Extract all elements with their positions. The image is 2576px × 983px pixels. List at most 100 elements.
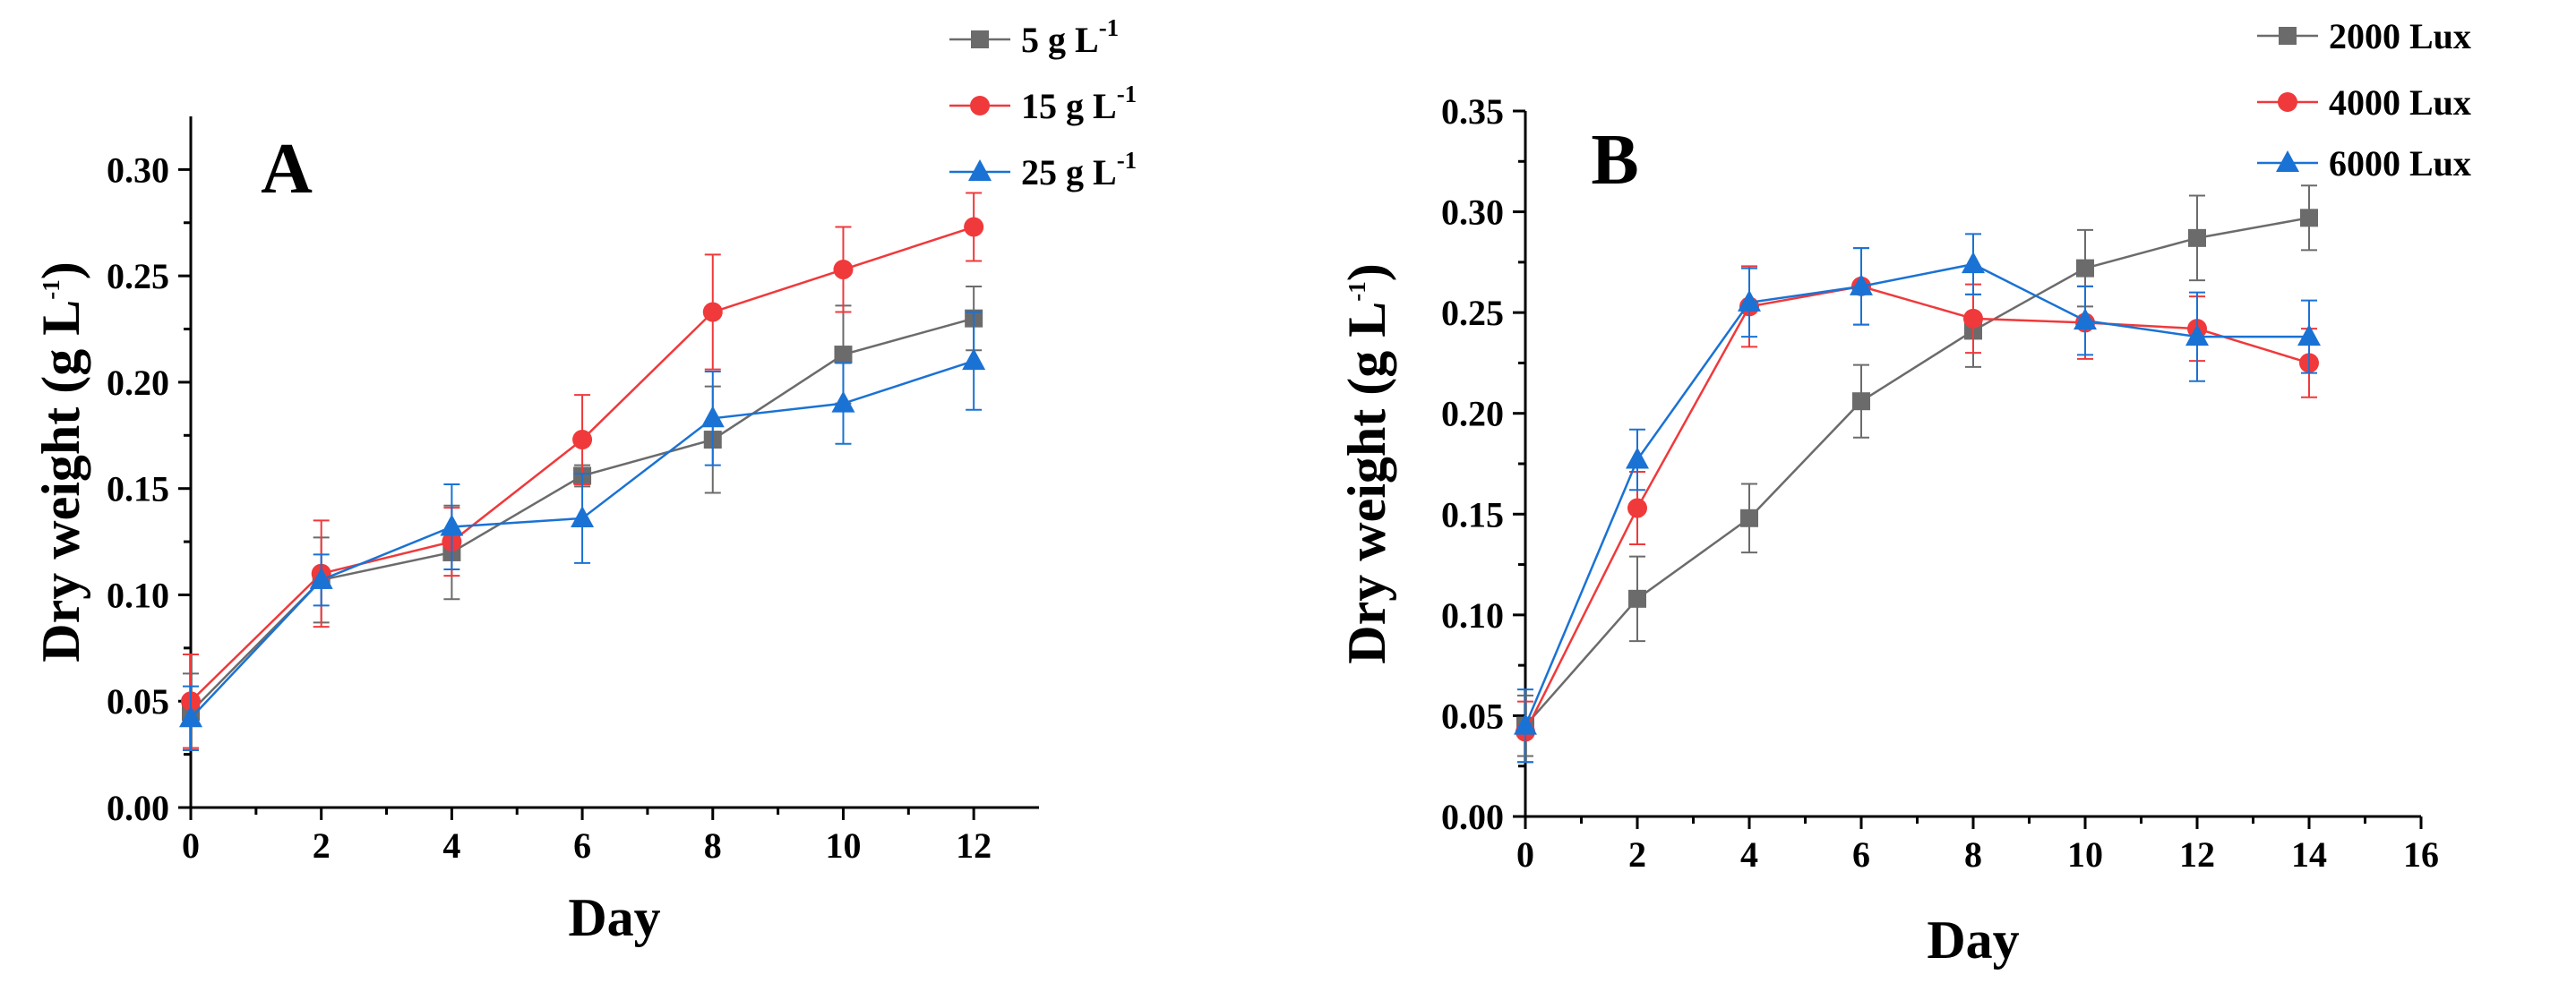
y-tick-label: 0.00 xyxy=(1441,797,1504,837)
y-tick-label: 0.30 xyxy=(1441,192,1504,233)
legend-item-2: 25 g L-1 xyxy=(949,147,1137,192)
legend-item-1: 4000 Lux xyxy=(2257,82,2471,123)
legend-label-name: 2000 Lux xyxy=(2329,16,2471,56)
y-tick-label: 0.15 xyxy=(107,469,169,509)
x-tick-label: 12 xyxy=(956,825,992,866)
y-tick-label: 0.05 xyxy=(107,681,169,722)
legend-label: 25 g L-1 xyxy=(1021,147,1137,192)
series-line xyxy=(1524,217,2310,727)
legend-marker xyxy=(2276,150,2299,172)
x-tick-label: 16 xyxy=(2403,834,2439,875)
data-point xyxy=(1850,273,1873,295)
data-point xyxy=(2074,308,2097,330)
legend-label-name: 5 g L xyxy=(1021,20,1099,60)
legend-item-0: 5 g L-1 xyxy=(949,14,1119,60)
y-tick-label: 0.35 xyxy=(1441,91,1504,132)
series-2 xyxy=(179,311,986,751)
data-point xyxy=(962,348,986,371)
y-tick-label: 0.20 xyxy=(1441,394,1504,434)
data-point xyxy=(1963,308,1983,329)
x-tick-label: 10 xyxy=(825,825,861,866)
y-axis-title-base: Dry weight (g L xyxy=(31,300,90,662)
x-tick-label: 2 xyxy=(313,825,331,866)
legend-marker xyxy=(971,30,989,48)
legend-label: 15 g L-1 xyxy=(1021,81,1137,126)
data-point xyxy=(833,260,854,280)
series-line xyxy=(1524,262,2309,727)
y-tick-label: 0.25 xyxy=(107,256,169,296)
data-point xyxy=(1628,589,1646,608)
y-tick-label: 0.00 xyxy=(107,788,169,828)
y-axis-title-close: ) xyxy=(1337,263,1396,281)
legend-label-sup: -1 xyxy=(1117,81,1138,107)
data-point xyxy=(1626,447,1649,469)
legend-label-sup: -1 xyxy=(1117,147,1138,174)
legend-marker xyxy=(968,159,992,181)
data-point xyxy=(1962,252,1985,274)
x-tick-label: 8 xyxy=(1964,834,1982,875)
y-axis-title-sup: -1 xyxy=(1344,281,1370,302)
legend-marker xyxy=(2278,92,2297,112)
data-point xyxy=(571,505,595,527)
data-point xyxy=(1738,289,1761,312)
data-point xyxy=(700,406,725,428)
x-tick-label: 10 xyxy=(2067,834,2103,875)
legend-label-name: 4000 Lux xyxy=(2329,82,2471,123)
y-tick-label: 0.10 xyxy=(1441,595,1504,636)
panel-label: B xyxy=(1591,121,1638,200)
y-tick-label: 0.10 xyxy=(107,575,169,615)
x-tick-label: 14 xyxy=(2291,834,2327,875)
data-point xyxy=(1852,392,1870,411)
data-point xyxy=(2188,228,2206,247)
legend-item-1: 15 g L-1 xyxy=(949,81,1137,126)
x-tick-label: 12 xyxy=(2179,834,2215,875)
panel-label: A xyxy=(261,130,313,209)
x-tick-label: 6 xyxy=(1852,834,1870,875)
legend-label: 6000 Lux xyxy=(2329,143,2471,184)
y-tick-label: 0.30 xyxy=(107,150,169,190)
data-point xyxy=(440,514,464,536)
panel-b: 0.00 0.05 0.10 0.15 0.20 0.25 0.30 0.35 0 2 4 6 8 10 1… xyxy=(1337,16,2471,970)
data-point xyxy=(2076,259,2094,278)
series-2 xyxy=(1514,233,2321,764)
data-point xyxy=(834,346,853,364)
panel-a: 0.00 0.05 0.10 0.15 0.20 0.25 0.30 0 2 4 6 8 10 12 Day… xyxy=(31,14,1137,947)
legend-marker xyxy=(970,96,990,115)
legend-label-name: 25 g L xyxy=(1021,152,1117,192)
x-tick-label: 4 xyxy=(1740,834,1758,875)
data-point xyxy=(1627,498,1647,518)
data-point xyxy=(572,430,593,450)
series-1 xyxy=(181,192,984,749)
data-point xyxy=(179,705,202,728)
data-point xyxy=(2297,324,2321,346)
y-tick-label: 0.05 xyxy=(1441,696,1504,736)
x-tick-label: 4 xyxy=(442,825,460,866)
data-point xyxy=(309,567,333,589)
x-axis-title: Day xyxy=(568,888,660,947)
legend-label-name: 15 g L xyxy=(1021,86,1117,126)
data-point xyxy=(2300,209,2318,227)
data-point xyxy=(964,217,984,237)
legend-label: 2000 Lux xyxy=(2329,16,2471,56)
y-tick-label: 0.15 xyxy=(1441,494,1504,534)
x-tick-label: 0 xyxy=(182,825,200,866)
x-axis-title: Day xyxy=(1927,910,2019,970)
data-point xyxy=(2185,324,2209,346)
data-point xyxy=(702,302,723,322)
y-axis-title-base: Dry weight (g L xyxy=(1337,302,1396,664)
legend-label-name: 6000 Lux xyxy=(2329,143,2471,184)
legend-label: 5 g L-1 xyxy=(1021,14,1119,60)
data-point xyxy=(831,390,855,413)
series-1 xyxy=(1516,247,2319,764)
y-axis-title: Dry weight (g L-1) xyxy=(1337,263,1396,663)
y-axis-title-close: ) xyxy=(31,261,90,279)
y-axis-title-sup: -1 xyxy=(38,279,64,300)
x-tick-label: 8 xyxy=(704,825,722,866)
y-axis-title: Dry weight (g L-1) xyxy=(31,261,90,662)
data-point xyxy=(1514,713,1537,735)
x-tick-label: 0 xyxy=(1516,834,1534,875)
y-tick-label: 0.20 xyxy=(107,363,169,403)
x-tick-label: 6 xyxy=(573,825,591,866)
